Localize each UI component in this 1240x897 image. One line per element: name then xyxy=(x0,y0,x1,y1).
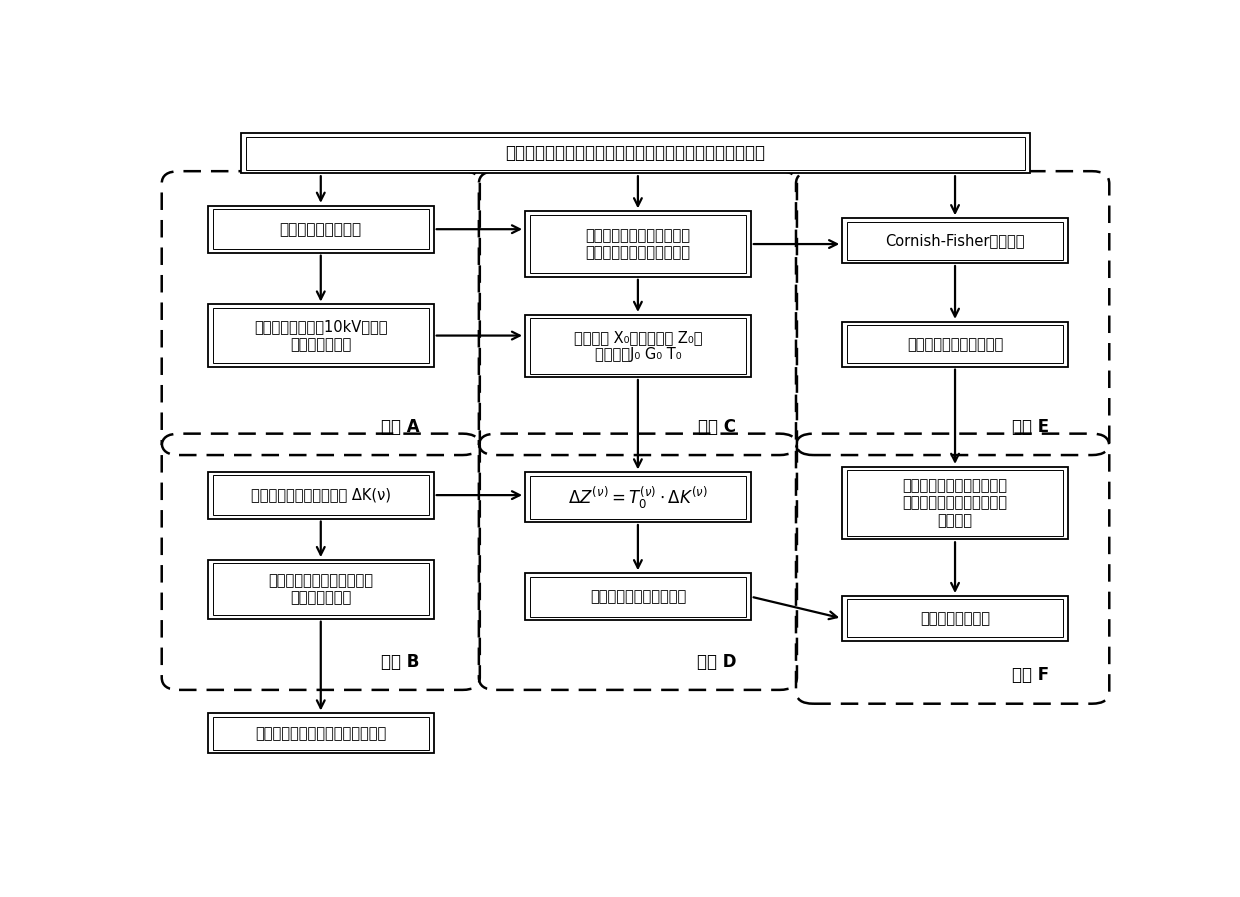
Text: 在基准运行点处进行确定性
潮流计算以及合环电流计算: 在基准运行点处进行确定性 潮流计算以及合环电流计算 xyxy=(585,228,691,260)
Text: 合环电流的各阶半不变量: 合环电流的各阶半不变量 xyxy=(590,589,686,605)
Text: 合环电流的累积概率分布: 合环电流的累积概率分布 xyxy=(906,336,1003,352)
FancyBboxPatch shape xyxy=(525,473,751,522)
Text: 基于历史数据计算输入变量
的各阶半不变量: 基于历史数据计算输入变量 的各阶半不变量 xyxy=(268,573,373,605)
FancyBboxPatch shape xyxy=(842,218,1068,263)
FancyBboxPatch shape xyxy=(242,133,1029,173)
Text: 步骤 A: 步骤 A xyxy=(381,418,419,436)
FancyBboxPatch shape xyxy=(525,573,751,620)
Text: 合环电流越限概率: 合环电流越限概率 xyxy=(920,611,990,626)
FancyBboxPatch shape xyxy=(208,472,434,518)
FancyBboxPatch shape xyxy=(842,596,1068,640)
Text: $\Delta Z^{(\nu)} = T_0^{(\nu)} \cdot \Delta K^{(\nu)}$: $\Delta Z^{(\nu)} = T_0^{(\nu)} \cdot \D… xyxy=(568,483,708,510)
Text: 状态变量 X₀；合环电量 Z₀；
系数矩阵J₀ G₀ T₀: 状态变量 X₀；合环电量 Z₀； 系数矩阵J₀ G₀ T₀ xyxy=(574,330,702,362)
FancyBboxPatch shape xyxy=(525,315,751,377)
Text: 两条合环馈线所在10kV母线的
电压幅值与相角: 两条合环馈线所在10kV母线的 电压幅值与相角 xyxy=(254,319,388,352)
FancyBboxPatch shape xyxy=(525,212,751,277)
Text: 高压配电网状态估计: 高压配电网状态估计 xyxy=(280,222,362,237)
Text: 步骤 D: 步骤 D xyxy=(697,652,737,671)
FancyBboxPatch shape xyxy=(842,466,1068,539)
Text: Cornish-Fisher级数展开: Cornish-Fisher级数展开 xyxy=(885,233,1024,248)
Text: 合环网络的拓扑结构、设备参数以及合环前网络的运行数据: 合环网络的拓扑结构、设备参数以及合环前网络的运行数据 xyxy=(506,144,765,162)
Text: 合环馈线上各负荷点历史负荷数据: 合环馈线上各负荷点历史负荷数据 xyxy=(255,726,387,741)
FancyBboxPatch shape xyxy=(208,304,434,367)
Text: 步骤 B: 步骤 B xyxy=(381,652,419,671)
FancyBboxPatch shape xyxy=(208,205,434,253)
FancyBboxPatch shape xyxy=(208,560,434,619)
Text: 步骤 C: 步骤 C xyxy=(698,418,737,436)
Text: 将合环电流与馈线最大容许
载流量以及电流保护整定值
进行比较: 将合环电流与馈线最大容许 载流量以及电流保护整定值 进行比较 xyxy=(903,478,1008,528)
FancyBboxPatch shape xyxy=(208,713,434,753)
Text: 输入变量的各阶半不变量 ΔK(ν): 输入变量的各阶半不变量 ΔK(ν) xyxy=(250,488,391,502)
Text: 步骤 E: 步骤 E xyxy=(1012,418,1049,436)
Text: 步骤 F: 步骤 F xyxy=(1012,666,1049,684)
FancyBboxPatch shape xyxy=(842,322,1068,367)
